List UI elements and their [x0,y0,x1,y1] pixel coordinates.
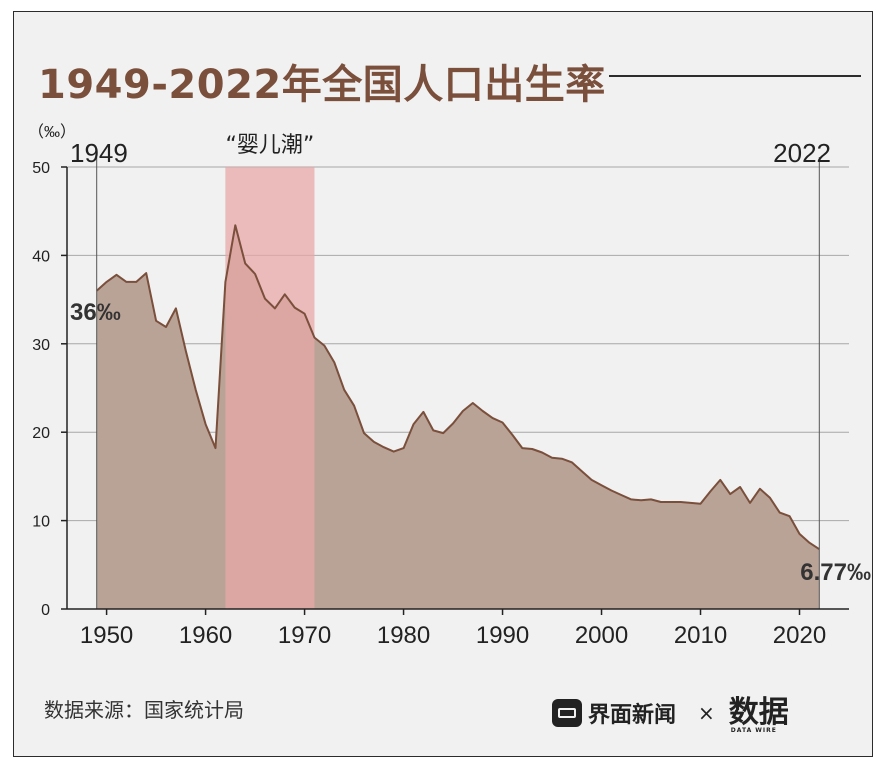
y-tick-label: 40 [32,248,50,265]
y-axis-unit: （‰） [28,123,76,141]
x-tick-label: 2000 [575,622,628,649]
y-tick-label: 10 [32,514,50,531]
x-tick-label: 1980 [377,622,430,649]
x-tick-label: 2010 [674,622,727,649]
y-tick-label: 30 [32,337,50,354]
x-tick-label: 1990 [476,622,529,649]
source-note: 数据来源：国家统计局 [44,698,244,722]
brand-block: 界面新闻 × 数据 DATA WIRE [552,695,789,734]
end-value-label: 6.77‰ [800,559,871,586]
x-tick-label: 1960 [179,622,232,649]
y-tick-label: 20 [32,425,50,442]
brand-separator: × [698,701,715,725]
y-tick-label: 50 [32,160,50,177]
chart-title: 1949-2022年全国人口出生率 [38,62,606,108]
x-tick-label: 2020 [773,622,826,649]
x-tick-label: 1970 [278,622,331,649]
baby-boom-band [225,167,315,609]
baby-boom-label: “婴儿潮” [226,133,315,158]
title-rule [609,75,861,77]
series-line [96,224,820,551]
brand-logo-icon [552,699,582,727]
brand-name: 界面新闻 [588,703,677,728]
chart-plot: 0 10 20 30 40 50 1950 1960 1970 1980 1990 2000 2010 2… [28,123,871,649]
y-tick-label: 0 [41,602,50,619]
datawire-logo: 数据 DATA WIRE [728,695,789,734]
datawire-logo-sub: DATA WIRE [730,727,777,734]
chart-card: 1949-2022年全国人口出生率 0 10 20 30 40 50 1950 1960 197… [13,11,873,757]
datawire-logo-text: 数据 [728,695,789,730]
end-year-label: 2022 [773,138,831,168]
start-year-label: 1949 [70,138,128,168]
start-value-label: 36‰ [70,299,121,326]
x-tick-label: 1950 [80,622,133,649]
